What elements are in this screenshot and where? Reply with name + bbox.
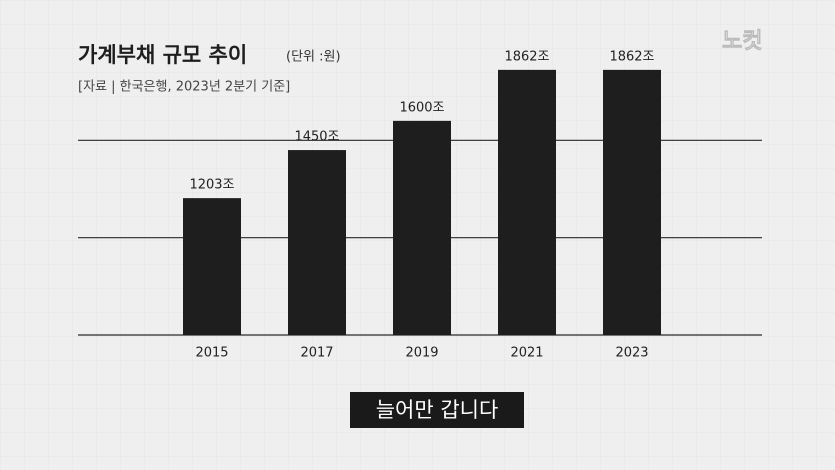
x-tick-label: 2023 xyxy=(615,346,648,361)
source: [자료 | 한국은행, 2023년 2분기 기준] xyxy=(78,79,290,95)
logo: 노컷 xyxy=(722,29,762,54)
value-label: 1600조 xyxy=(399,100,444,115)
chart-title: 가계부채 규모 추이 xyxy=(78,43,247,67)
value-label: 1862조 xyxy=(609,49,654,64)
caption: 늘어만 갑니다 xyxy=(376,398,499,422)
bar xyxy=(603,69,661,335)
x-tick-label: 2015 xyxy=(195,346,228,361)
chart-subtitle: (단위 :원) xyxy=(286,50,341,65)
x-tick-label: 2019 xyxy=(405,346,438,361)
value-label: 1862조 xyxy=(504,49,549,64)
x-tick-label: 2021 xyxy=(510,346,543,361)
bar xyxy=(498,69,556,335)
bar xyxy=(393,120,451,335)
bar xyxy=(183,198,241,335)
value-label: 1450조 xyxy=(294,130,339,145)
bar xyxy=(288,150,346,335)
caption-box xyxy=(350,392,524,428)
x-tick-label: 2017 xyxy=(300,346,333,361)
value-label: 1203조 xyxy=(189,178,234,193)
